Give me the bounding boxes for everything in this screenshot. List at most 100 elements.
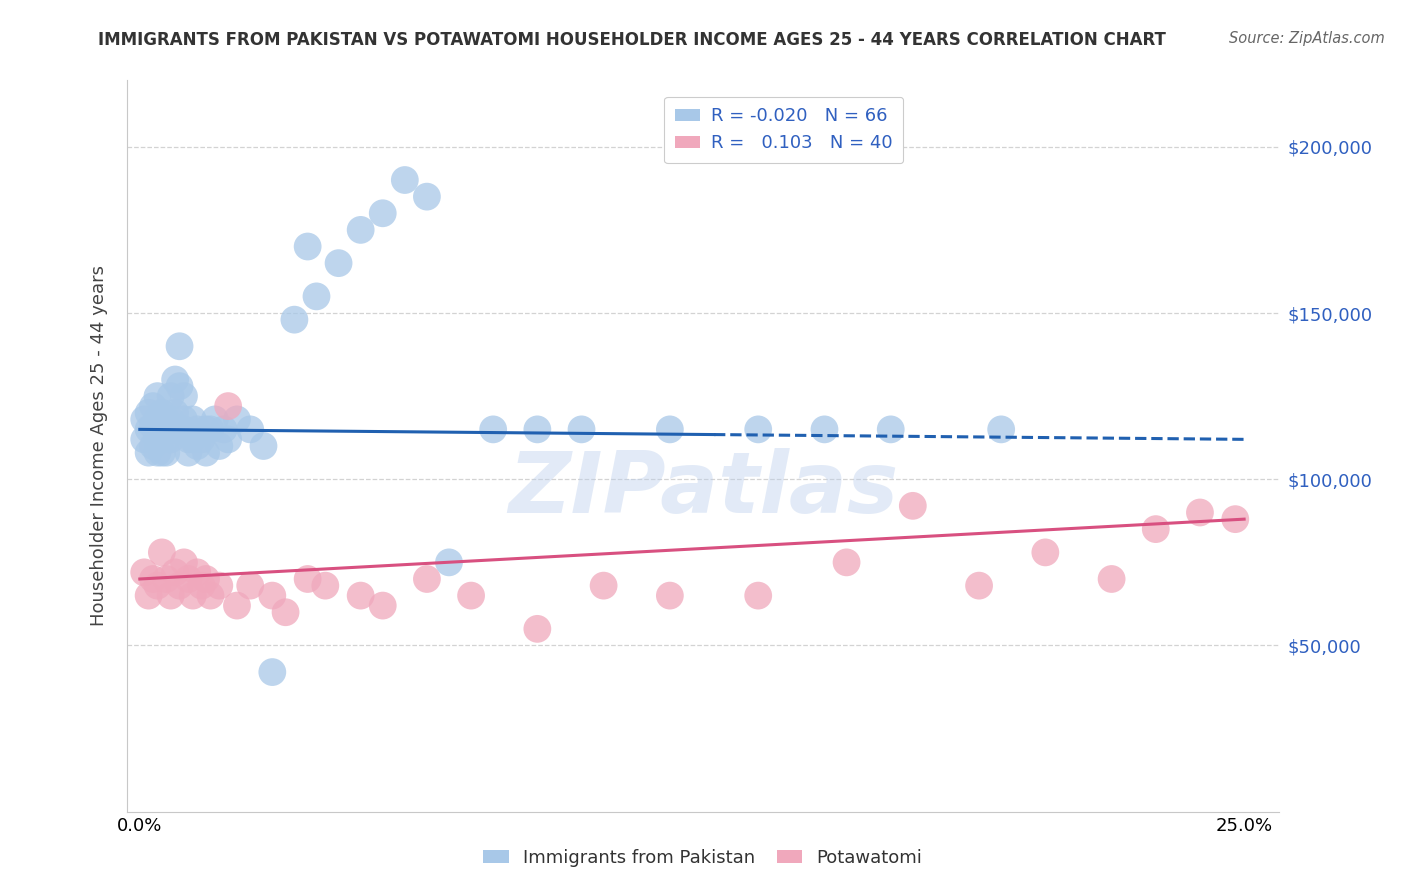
Point [169, 579, 191, 593]
Point [747, 589, 769, 603]
Point [169, 339, 191, 353]
Point [204, 412, 226, 426]
Point [173, 422, 195, 436]
Point [169, 379, 191, 393]
Point [159, 412, 181, 426]
Point [305, 289, 328, 303]
Point [350, 589, 373, 603]
Point [990, 422, 1012, 436]
Point [138, 422, 160, 436]
Point [146, 433, 169, 447]
Legend: Immigrants from Pakistan, Potawatomi: Immigrants from Pakistan, Potawatomi [477, 842, 929, 874]
Text: Source: ZipAtlas.com: Source: ZipAtlas.com [1229, 31, 1385, 46]
Point [371, 206, 394, 220]
Point [186, 439, 208, 453]
Point [146, 445, 169, 459]
Point [150, 422, 173, 436]
Point [142, 439, 165, 453]
Point [142, 572, 165, 586]
Point [1188, 506, 1211, 520]
Point [212, 422, 235, 436]
Point [186, 422, 208, 436]
Point [460, 589, 482, 603]
Point [195, 572, 218, 586]
Point [159, 589, 181, 603]
Point [138, 589, 160, 603]
Point [747, 422, 769, 436]
Point [150, 429, 173, 443]
Point [526, 422, 548, 436]
Point [134, 566, 156, 580]
Point [150, 406, 173, 420]
Point [150, 445, 173, 459]
Point [155, 422, 177, 436]
Point [165, 406, 187, 420]
Point [208, 439, 231, 453]
Point [226, 599, 249, 613]
Point [592, 579, 614, 593]
Point [1225, 512, 1247, 526]
Point [155, 445, 177, 459]
Point [155, 572, 177, 586]
Legend: R = -0.020   N = 66, R =   0.103   N = 40: R = -0.020 N = 66, R = 0.103 N = 40 [664, 96, 904, 163]
Point [150, 545, 173, 559]
Point [297, 572, 319, 586]
Point [880, 422, 903, 436]
Point [371, 599, 394, 613]
Point [416, 189, 439, 203]
Y-axis label: Householder Income Ages 25 - 44 years: Householder Income Ages 25 - 44 years [90, 266, 108, 626]
Text: ZIPatlas: ZIPatlas [508, 449, 898, 532]
Point [134, 412, 156, 426]
Point [190, 579, 212, 593]
Point [146, 389, 169, 403]
Point [165, 566, 187, 580]
Point [190, 433, 212, 447]
Point [165, 422, 187, 436]
Point [177, 433, 200, 447]
Point [967, 579, 990, 593]
Point [314, 579, 336, 593]
Point [138, 406, 160, 420]
Point [138, 445, 160, 459]
Point [217, 399, 239, 413]
Point [177, 572, 200, 586]
Point [155, 412, 177, 426]
Point [173, 389, 195, 403]
Point [437, 555, 460, 569]
Point [239, 579, 262, 593]
Point [186, 566, 208, 580]
Point [142, 419, 165, 434]
Point [134, 433, 156, 447]
Point [350, 223, 373, 237]
Point [195, 445, 218, 459]
Point [208, 579, 231, 593]
Point [239, 422, 262, 436]
Point [482, 422, 505, 436]
Text: IMMIGRANTS FROM PAKISTAN VS POTAWATOMI HOUSEHOLDER INCOME AGES 25 - 44 YEARS COR: IMMIGRANTS FROM PAKISTAN VS POTAWATOMI H… [98, 31, 1167, 49]
Point [217, 433, 239, 447]
Point [416, 572, 439, 586]
Point [262, 665, 284, 679]
Point [165, 372, 187, 386]
Point [1033, 545, 1056, 559]
Point [159, 433, 181, 447]
Point [571, 422, 593, 436]
Point [394, 173, 416, 187]
Point [200, 589, 222, 603]
Point [835, 555, 858, 569]
Point [1144, 522, 1167, 536]
Point [146, 579, 169, 593]
Point [283, 312, 305, 326]
Point [200, 422, 222, 436]
Point [181, 412, 204, 426]
Point [181, 589, 204, 603]
Point [155, 433, 177, 447]
Point [226, 412, 249, 426]
Point [274, 605, 297, 619]
Point [1101, 572, 1123, 586]
Point [195, 422, 218, 436]
Point [181, 433, 204, 447]
Point [173, 555, 195, 569]
Point [901, 499, 924, 513]
Point [526, 622, 548, 636]
